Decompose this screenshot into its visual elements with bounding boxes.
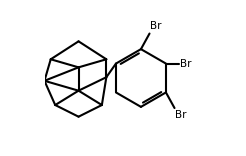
Text: Br: Br xyxy=(150,21,161,31)
Text: Br: Br xyxy=(174,110,186,120)
Text: Br: Br xyxy=(180,58,191,69)
